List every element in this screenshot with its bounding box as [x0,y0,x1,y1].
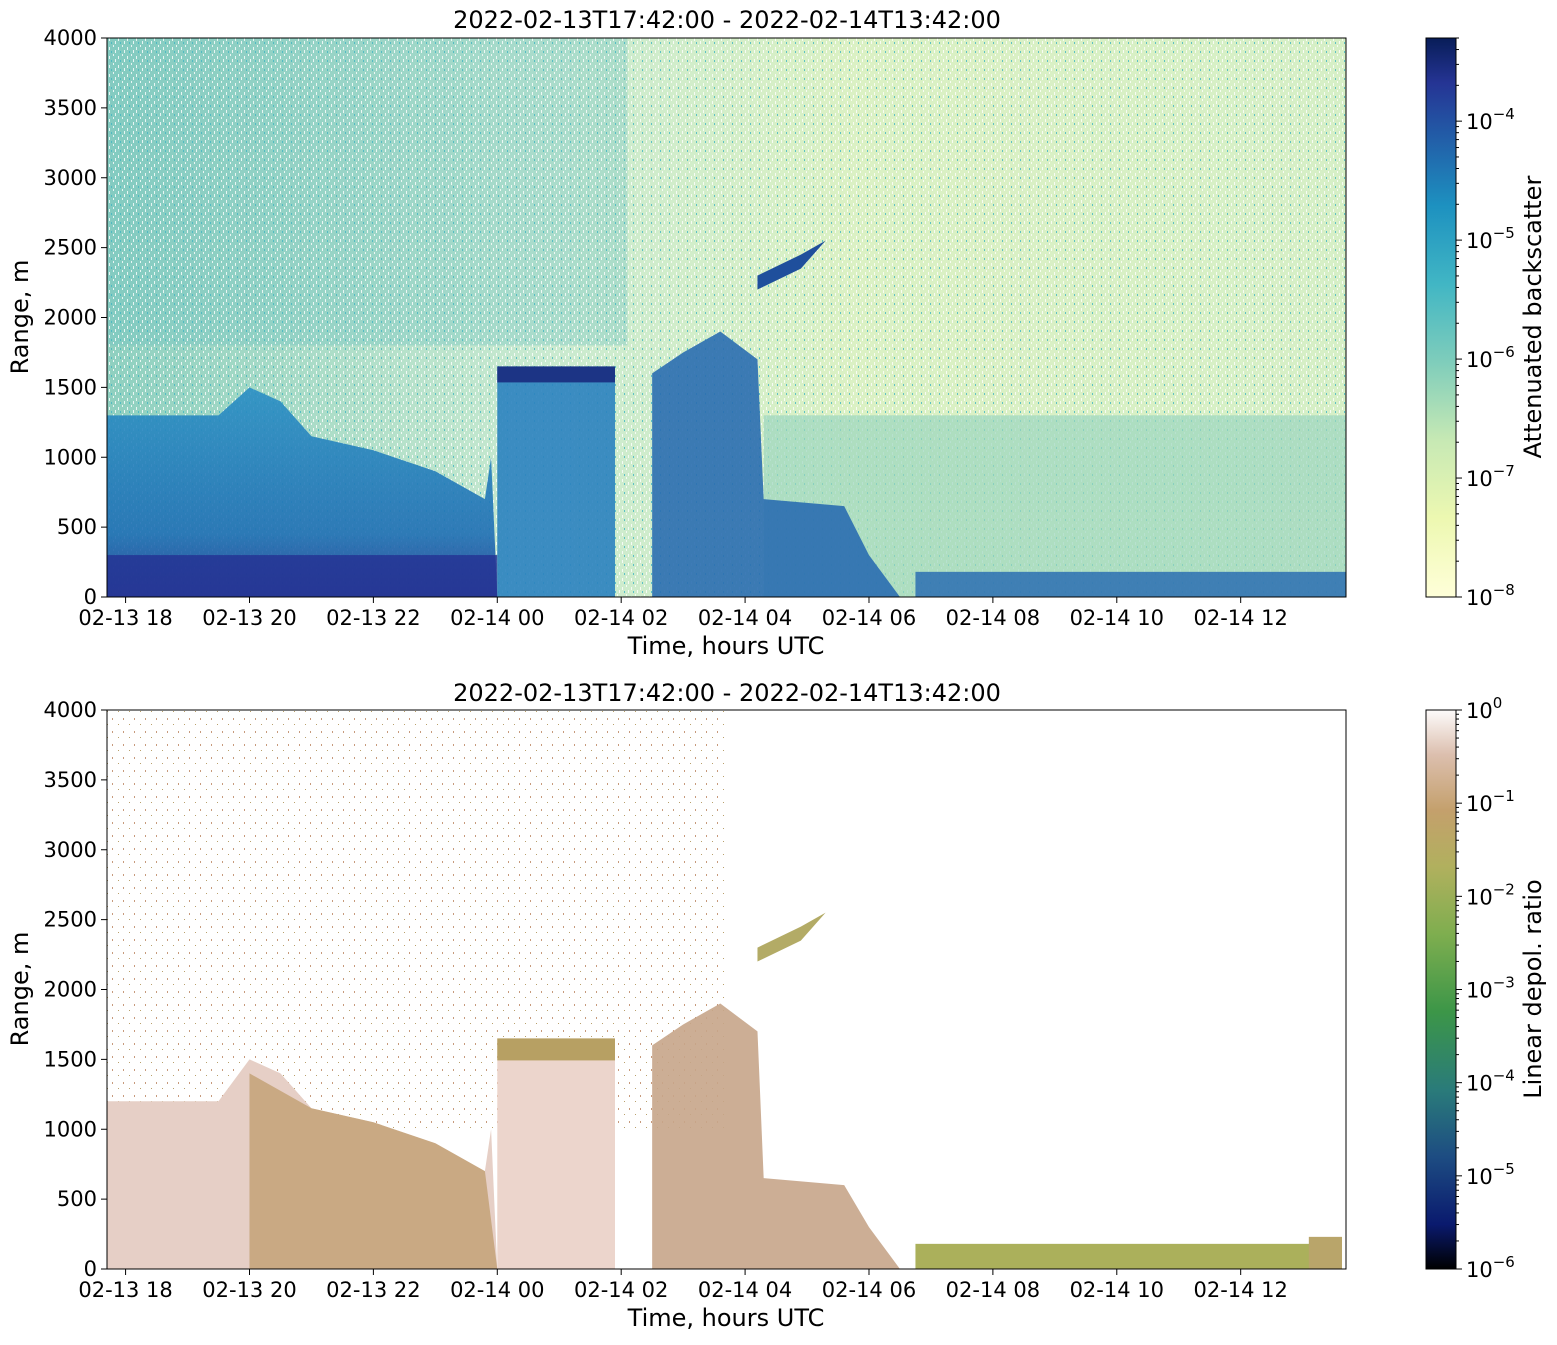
y-tick-label: 1500 [44,1047,97,1071]
colorbar-tick-label: 100 [1466,694,1502,723]
depol-colorbar-label: Linear depol. ratio [1519,879,1547,1098]
depol-panel: 2022-02-13T17:42:00 - 2022-02-14T13:42:0… [6,679,1547,1332]
y-tick-label: 2000 [44,978,97,1002]
x-tick-label: 02-14 02 [574,606,668,630]
surface-layer [915,571,1346,597]
y-tick-label: 3500 [44,96,97,120]
x-tick-label: 02-13 18 [78,606,172,630]
x-tick-label: 02-13 22 [326,1278,420,1302]
x-tick-label: 02-13 20 [202,606,296,630]
colorbar-tick-label: 10−8 [1466,581,1515,610]
depol-layer [249,1073,498,1269]
colorbar-tick-label: 10−1 [1466,787,1515,816]
backscatter-x-axis-label: Time, hours UTC [627,632,825,660]
x-tick-label: 02-14 06 [822,1278,916,1302]
cloud-block [497,366,615,597]
y-tick-label: 500 [57,515,97,539]
colorbar-gradient [1425,709,1457,1270]
y-tick-label: 2500 [44,236,97,260]
cloud-block [497,1038,615,1269]
elevated-layer [757,912,826,962]
colorbar-tick-label: 10−6 [1466,1253,1515,1282]
cloud-top [497,366,615,383]
x-tick-label: 02-14 10 [1070,1278,1164,1302]
backscatter-colorbar-label: Attenuated backscatter [1519,176,1547,459]
depol-x-axis-label: Time, hours UTC [627,1304,825,1332]
colorbar-tick-label: 10−7 [1466,462,1515,491]
boundary-layer [107,387,498,597]
backscatter-panel: 2022-02-13T17:42:00 - 2022-02-14T13:42:0… [6,6,1547,660]
y-tick-label: 1000 [44,445,97,469]
depol-colorbar: 100 10−1 10−2 10−3 10−4 10−5 10−6 [1425,694,1515,1282]
x-tick-label: 02-13 18 [78,1278,172,1302]
y-tick-label: 4000 [44,698,97,722]
cloud-top [497,1038,615,1061]
depol-title: 2022-02-13T17:42:00 - 2022-02-14T13:42:0… [453,679,1001,707]
colorbar-tick-label: 10−4 [1466,1067,1515,1096]
backscatter-plot-area: 02-13 18 02-13 20 02-13 22 02-14 00 02-14 02… [44,26,1347,630]
y-tick-label: 3000 [44,166,97,190]
y-tick-label: 500 [57,1187,97,1211]
heatmap-field [107,710,1346,1269]
colorbar-tick-label: 10−5 [1466,224,1515,253]
x-tick-label: 02-14 08 [946,606,1040,630]
x-tick-label: 02-14 00 [450,606,544,630]
x-tick-label: 02-13 20 [202,1278,296,1302]
x-tick-label: 02-14 04 [698,1278,792,1302]
y-tick-label: 0 [84,585,97,609]
y-tick-label: 3000 [44,838,97,862]
colorbar-tick-label: 10−6 [1466,343,1515,372]
y-tick-label: 4000 [44,26,97,50]
colorbar-tick-label: 10−3 [1466,974,1515,1003]
x-tick-label: 02-14 06 [822,606,916,630]
x-tick-label: 02-13 22 [326,606,420,630]
y-tick-label: 2000 [44,306,97,330]
depol-plot-area: 02-13 18 02-13 20 02-13 22 02-14 00 02-14 02… [44,698,1347,1302]
colorbar-gradient [1425,37,1457,598]
y-tick-label: 1000 [44,1117,97,1141]
backscatter-y-axis-label: Range, m [6,260,34,375]
cloud-block-2 [652,331,900,597]
depol-y-axis-label: Range, m [6,932,34,1047]
backscatter-colorbar: 10−4 10−5 10−6 10−7 10−8 [1425,37,1515,610]
colorbar-tick-label: 10−2 [1466,880,1515,909]
y-tick-label: 2500 [44,908,97,932]
y-tick-label: 0 [84,1257,97,1281]
y-tick-label: 1500 [44,375,97,399]
x-tick-label: 02-14 00 [450,1278,544,1302]
elevated-layer [757,240,826,290]
surface-layer [915,1243,1322,1269]
x-tick-label: 02-14 12 [1193,1278,1287,1302]
cloud-block-2 [652,1003,900,1269]
surface-layer-end [1308,1236,1342,1269]
colorbar-tick-label: 10−4 [1466,105,1515,134]
x-tick-label: 02-14 10 [1070,606,1164,630]
x-tick-label: 02-14 04 [698,606,792,630]
y-tick-label: 3500 [44,768,97,792]
x-tick-label: 02-14 08 [946,1278,1040,1302]
colorbar-tick-label: 10−5 [1466,1160,1515,1189]
heatmap-field [107,38,1346,597]
backscatter-title: 2022-02-13T17:42:00 - 2022-02-14T13:42:0… [453,6,1001,34]
surface-aerosol [107,555,498,597]
noise-speckle [107,710,727,1130]
x-tick-label: 02-14 12 [1193,606,1287,630]
x-tick-label: 02-14 02 [574,1278,668,1302]
